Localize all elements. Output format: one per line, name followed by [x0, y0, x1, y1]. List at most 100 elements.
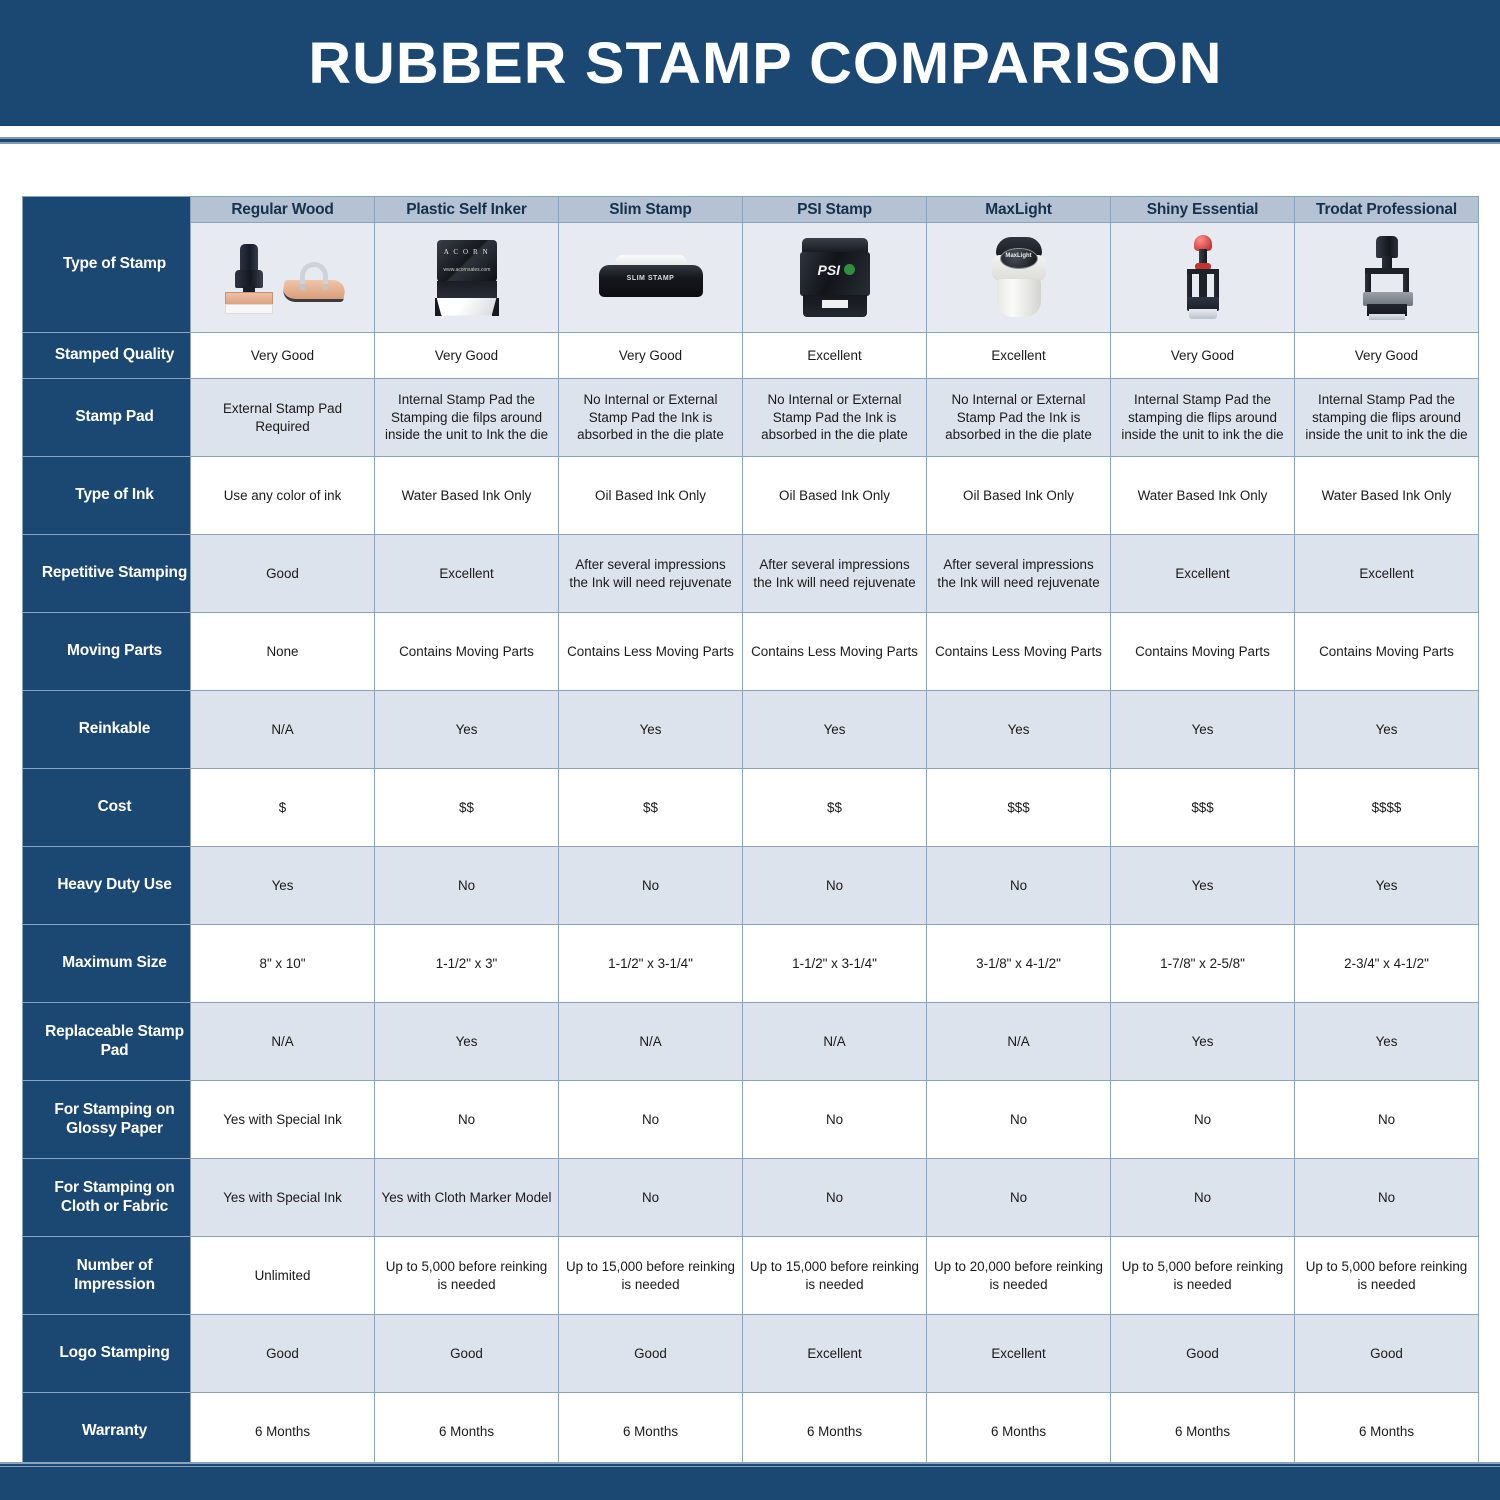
cell-type-of-ink-regular-wood: Use any color of ink: [190, 456, 375, 535]
column-header-slim-stamp[interactable]: Slim Stamp: [558, 196, 743, 223]
cell-glossy-paper-maxlight: No: [926, 1080, 1111, 1159]
cell-cost-slim-stamp: $$: [558, 768, 743, 847]
table-row-maximum-size: Maximum Size 8" x 10" 1-1/2" x 3" 1-1/2"…: [22, 924, 1479, 1003]
cell-warranty-trodat-professional: 6 Months: [1294, 1392, 1479, 1471]
cell-stamp-pad-slim-stamp: No Internal or External Stamp Pad the In…: [558, 378, 743, 457]
column-header-shiny-essential[interactable]: Shiny Essential: [1110, 196, 1295, 223]
cell-cloth-fabric-maxlight: No: [926, 1158, 1111, 1237]
comparison-table-wrapper: Type of Stamp Regular Wood Plastic Self …: [22, 196, 1479, 1471]
cell-stamped-quality-plastic-self-inker: Very Good: [374, 332, 559, 379]
table-row-stamping-on-cloth-or-fabric: For Stamping on Cloth or Fabric Yes with…: [22, 1158, 1479, 1237]
cell-reinkable-regular-wood: N/A: [190, 690, 375, 769]
column-header-plastic-self-inker[interactable]: Plastic Self Inker: [374, 196, 559, 223]
cell-cost-trodat-professional: $$$$: [1294, 768, 1479, 847]
column-header-maxlight[interactable]: MaxLight: [926, 196, 1111, 223]
product-image-cell-shiny-essential: [1110, 222, 1295, 333]
cell-glossy-paper-slim-stamp: No: [558, 1080, 743, 1159]
table-row-repetitive-stamping: Repetitive Stamping Good Excellent After…: [22, 534, 1479, 613]
cell-cloth-fabric-trodat-professional: No: [1294, 1158, 1479, 1237]
cell-moving-parts-shiny-essential: Contains Moving Parts: [1110, 612, 1295, 691]
cell-cost-regular-wood: $: [190, 768, 375, 847]
table-row-number-of-impression: Number of Impression Unlimited Up to 5,0…: [22, 1236, 1479, 1315]
table-row-stamping-on-glossy-paper: For Stamping on Glossy Paper Yes with Sp…: [22, 1080, 1479, 1159]
cell-replaceable-stamp-pad-plastic-self-inker: Yes: [374, 1002, 559, 1081]
column-header-psi-stamp[interactable]: PSI Stamp: [742, 196, 927, 223]
bottom-banner-divider: [0, 1462, 1500, 1467]
cell-maximum-size-psi-stamp: 1-1/2" x 3-1/4": [742, 924, 927, 1003]
cell-logo-stamping-regular-wood: Good: [190, 1314, 375, 1393]
table-row-replaceable-stamp-pad: Replaceable Stamp Pad N/A Yes N/A N/A N/…: [22, 1002, 1479, 1081]
cell-stamped-quality-regular-wood: Very Good: [190, 332, 375, 379]
cell-type-of-ink-psi-stamp: Oil Based Ink Only: [742, 456, 927, 535]
cell-logo-stamping-psi-stamp: Excellent: [742, 1314, 927, 1393]
cell-stamped-quality-psi-stamp: Excellent: [742, 332, 927, 379]
cell-cost-plastic-self-inker: $$: [374, 768, 559, 847]
table-row-cost: Cost $ $$ $$ $$ $$$ $$$ $$$$: [22, 768, 1479, 847]
cell-reinkable-shiny-essential: Yes: [1110, 690, 1295, 769]
table-row-type-of-ink: Type of Ink Use any color of ink Water B…: [22, 456, 1479, 535]
cell-stamp-pad-plastic-self-inker: Internal Stamp Pad the Stamping die filp…: [374, 378, 559, 457]
cell-heavy-duty-use-plastic-self-inker: No: [374, 846, 559, 925]
trodat-professional-stamp-icon: [1357, 235, 1417, 320]
cell-repetitive-stamping-slim-stamp: After several impressions the Ink will n…: [558, 534, 743, 613]
cell-warranty-plastic-self-inker: 6 Months: [374, 1392, 559, 1471]
product-image-cell-plastic-self-inker: A C O R N www.acornsales.com: [374, 222, 559, 333]
cell-impressions-regular-wood: Unlimited: [190, 1236, 375, 1315]
cell-moving-parts-maxlight: Contains Less Moving Parts: [926, 612, 1111, 691]
cell-impressions-shiny-essential: Up to 5,000 before reinking is needed: [1110, 1236, 1295, 1315]
cell-glossy-paper-regular-wood: Yes with Special Ink: [190, 1080, 375, 1159]
cell-warranty-psi-stamp: 6 Months: [742, 1392, 927, 1471]
cell-maximum-size-trodat-professional: 2-3/4" x 4-1/2": [1294, 924, 1479, 1003]
column-header-trodat-professional[interactable]: Trodat Professional: [1294, 196, 1479, 223]
row-label-cost: Cost: [22, 768, 191, 847]
cell-impressions-trodat-professional: Up to 5,000 before reinking is needed: [1294, 1236, 1479, 1315]
row-label-stamped-quality: Stamped Quality: [22, 332, 191, 379]
cell-stamp-pad-trodat-professional: Internal Stamp Pad the stamping die flip…: [1294, 378, 1479, 457]
self-inker-brand-text: A C O R N: [443, 247, 490, 256]
table-row-warranty: Warranty 6 Months 6 Months 6 Months 6 Mo…: [22, 1392, 1479, 1471]
cell-logo-stamping-plastic-self-inker: Good: [374, 1314, 559, 1393]
cell-type-of-ink-trodat-professional: Water Based Ink Only: [1294, 456, 1479, 535]
table-row-product-images: A C O R N www.acornsales.com SLIM STAMP: [23, 222, 1479, 333]
cell-glossy-paper-psi-stamp: No: [742, 1080, 927, 1159]
wood-stamp-icon: [221, 242, 277, 314]
table-row-stamped-quality: Stamped Quality Very Good Very Good Very…: [22, 332, 1479, 379]
cell-type-of-ink-slim-stamp: Oil Based Ink Only: [558, 456, 743, 535]
row-label-maximum-size: Maximum Size: [22, 924, 191, 1003]
cell-reinkable-slim-stamp: Yes: [558, 690, 743, 769]
row-label-stamping-on-cloth-or-fabric: For Stamping on Cloth or Fabric: [22, 1158, 191, 1237]
cell-glossy-paper-trodat-professional: No: [1294, 1080, 1479, 1159]
cell-repetitive-stamping-regular-wood: Good: [190, 534, 375, 613]
cell-stamped-quality-shiny-essential: Very Good: [1110, 332, 1295, 379]
slim-stamp-brand-text: SLIM STAMP: [626, 274, 675, 282]
cell-reinkable-trodat-professional: Yes: [1294, 690, 1479, 769]
cell-heavy-duty-use-shiny-essential: Yes: [1110, 846, 1295, 925]
cell-maximum-size-maxlight: 3-1/8" x 4-1/2": [926, 924, 1111, 1003]
cell-glossy-paper-plastic-self-inker: No: [374, 1080, 559, 1159]
cell-stamped-quality-maxlight: Excellent: [926, 332, 1111, 379]
row-label-repetitive-stamping: Repetitive Stamping: [22, 534, 191, 613]
cell-type-of-ink-maxlight: Oil Based Ink Only: [926, 456, 1111, 535]
cell-replaceable-stamp-pad-regular-wood: N/A: [190, 1002, 375, 1081]
cell-cost-maxlight: $$$: [926, 768, 1111, 847]
cell-impressions-psi-stamp: Up to 15,000 before reinking is needed: [742, 1236, 927, 1315]
cell-maximum-size-plastic-self-inker: 1-1/2" x 3": [374, 924, 559, 1003]
cell-stamp-pad-shiny-essential: Internal Stamp Pad the stamping die flip…: [1110, 378, 1295, 457]
cell-cost-shiny-essential: $$$: [1110, 768, 1295, 847]
self-inker-stamp-icon: A C O R N www.acornsales.com: [432, 239, 502, 316]
table-row-stamp-pad: Stamp Pad External Stamp Pad Required In…: [22, 378, 1479, 457]
product-image-cell-trodat-professional: [1294, 222, 1479, 333]
cell-moving-parts-trodat-professional: Contains Moving Parts: [1294, 612, 1479, 691]
cell-logo-stamping-maxlight: Excellent: [926, 1314, 1111, 1393]
cell-cloth-fabric-slim-stamp: No: [558, 1158, 743, 1237]
row-label-moving-parts: Moving Parts: [22, 612, 191, 691]
psi-stamp-icon: PSI: [798, 237, 872, 318]
corner-label-type-of-stamp: Type of Stamp: [22, 196, 191, 333]
cell-cost-psi-stamp: $$: [742, 768, 927, 847]
table-row-reinkable: Reinkable N/A Yes Yes Yes Yes Yes Yes: [22, 690, 1479, 769]
cell-repetitive-stamping-psi-stamp: After several impressions the Ink will n…: [742, 534, 927, 613]
column-header-regular-wood[interactable]: Regular Wood: [190, 196, 375, 223]
product-image-cell-regular-wood: [190, 222, 375, 333]
cell-logo-stamping-slim-stamp: Good: [558, 1314, 743, 1393]
row-label-type-of-ink: Type of Ink: [22, 456, 191, 535]
